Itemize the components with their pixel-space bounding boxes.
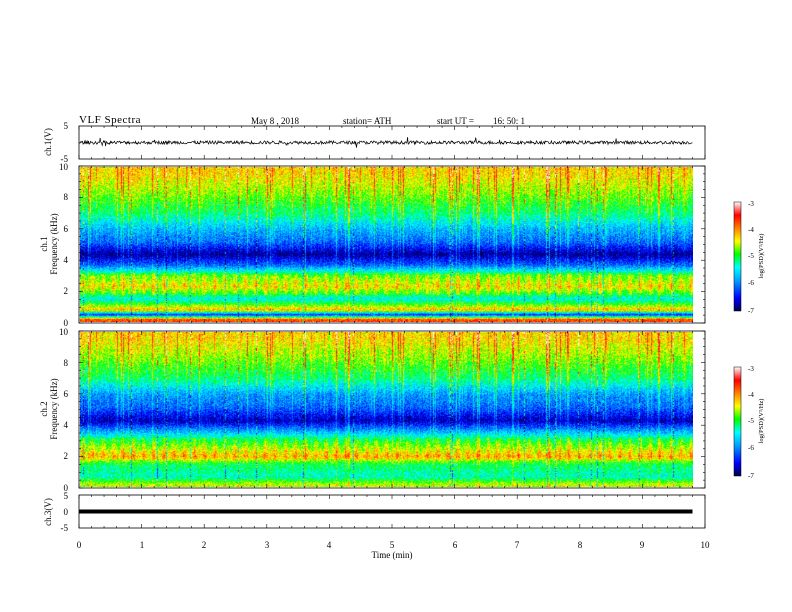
ch1-freq-tick: 6: [64, 224, 69, 234]
ch3-voltage-tick: -5: [61, 523, 69, 533]
ch1-voltage-tick: -5: [61, 154, 69, 164]
ch2-spectrogram: [80, 332, 693, 487]
colorbar-tick: -3: [748, 365, 754, 373]
colorbar-tick: -5: [748, 252, 754, 260]
ch1-spectrogram: [80, 167, 693, 322]
x-tick-label: 8: [578, 540, 583, 550]
ch1-spec-ylabel-frequency: Frequency (kHz): [49, 213, 59, 274]
ch2-freq-tick: 2: [64, 451, 69, 461]
ch1-spec-ylabel-channel: ch.1: [39, 236, 49, 251]
colorbar-tick: -4: [748, 391, 754, 399]
ch1-voltage-trace: [78, 137, 693, 148]
x-tick-label: 1: [140, 540, 145, 550]
colorbar-label: log(PSD)(V²/Hz): [758, 399, 765, 444]
ch2-freq-tick: 0: [64, 483, 69, 493]
colorbar-tick: -6: [748, 279, 754, 287]
ch3-voltage-tick: 0: [64, 507, 69, 517]
x-tick-label: 3: [265, 540, 270, 550]
station-label: station= ATH: [343, 116, 392, 126]
ch1-freq-tick: 4: [64, 255, 69, 265]
colorbar-label: log(PSD)(V²/Hz): [758, 234, 765, 279]
ch3-voltage-ylabel: ch.3(V): [43, 498, 53, 526]
ch1-freq-tick: 8: [64, 192, 69, 202]
ch1-freq-tick: 0: [64, 318, 69, 328]
colorbar-tick: -6: [748, 444, 754, 452]
start-ut-label: start UT =: [437, 116, 474, 126]
x-tick-label: 4: [327, 540, 332, 550]
ch1-voltage-ylabel: ch.1(V): [43, 128, 53, 156]
ch1-freq-tick: 10: [59, 162, 69, 172]
x-tick-label: 2: [202, 540, 207, 550]
ch2-freq-tick: 8: [64, 358, 69, 368]
ch3-voltage-tick: 5: [64, 491, 69, 501]
ch2-freq-tick: 10: [59, 327, 69, 337]
colorbar-tick: -7: [748, 472, 754, 480]
colorbar-tick: -4: [748, 226, 754, 234]
ch2-spec-ylabel-channel: ch.2: [39, 401, 49, 416]
colorbar-tick: -3: [748, 200, 754, 208]
ch1-freq-tick: 2: [64, 286, 69, 296]
date-label: May 8 , 2018: [251, 116, 299, 126]
colorbar-tick: -7: [748, 307, 754, 315]
colorbar-tick: -5: [748, 417, 754, 425]
x-tick-label: 9: [640, 540, 645, 550]
x-tick-label: 5: [390, 540, 395, 550]
ch2-spec-ylabel-frequency: Frequency (kHz): [49, 378, 59, 439]
x-tick-label: 10: [701, 540, 711, 550]
axis-ticks: [78, 126, 706, 528]
start-ut-value: 16: 50: 1: [493, 116, 526, 126]
ch1-voltage-tick: 5: [64, 121, 69, 131]
ch2-freq-tick: 6: [64, 389, 69, 399]
x-tick-label: 6: [453, 540, 458, 550]
ch3-voltage-trace: [79, 509, 693, 514]
figure-title: VLF Spectra: [79, 114, 142, 126]
x-axis-title: Time (min): [372, 550, 413, 560]
ch2-freq-tick: 4: [64, 420, 69, 430]
colorbar-ch1: [733, 201, 742, 312]
x-tick-label: 7: [515, 540, 520, 550]
x-tick-label: 0: [77, 540, 82, 550]
colorbar-ch2: [733, 366, 742, 477]
